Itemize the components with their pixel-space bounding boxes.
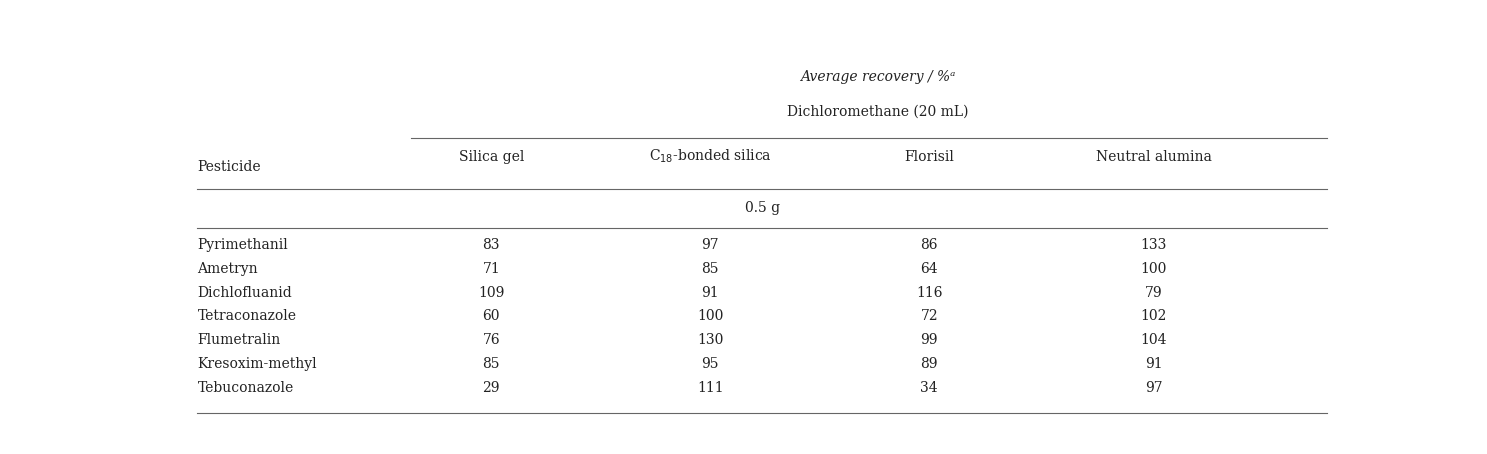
Text: Dichloromethane (20 mL): Dichloromethane (20 mL) — [787, 105, 968, 119]
Text: 100: 100 — [697, 309, 723, 323]
Text: 71: 71 — [482, 262, 500, 276]
Text: 97: 97 — [1145, 380, 1163, 395]
Text: 91: 91 — [1145, 357, 1163, 371]
Text: 91: 91 — [702, 286, 720, 300]
Text: C$_{18}$-bonded silica: C$_{18}$-bonded silica — [648, 148, 772, 165]
Text: 95: 95 — [702, 357, 720, 371]
Text: Kresoxim-methyl: Kresoxim-methyl — [198, 357, 317, 371]
Text: 79: 79 — [1145, 286, 1163, 300]
Text: Florisil: Florisil — [904, 150, 955, 164]
Text: 72: 72 — [920, 309, 938, 323]
Text: 85: 85 — [702, 262, 720, 276]
Text: 83: 83 — [482, 238, 500, 252]
Text: Dichlofluanid: Dichlofluanid — [198, 286, 291, 300]
Text: Pesticide: Pesticide — [198, 160, 262, 174]
Text: Neutral alumina: Neutral alumina — [1096, 150, 1212, 164]
Text: 97: 97 — [702, 238, 720, 252]
Text: 111: 111 — [697, 380, 724, 395]
Text: Average recovery / %ᵃ: Average recovery / %ᵃ — [800, 70, 955, 84]
Text: 86: 86 — [920, 238, 938, 252]
Text: 116: 116 — [916, 286, 943, 300]
Text: 85: 85 — [482, 357, 500, 371]
Text: Flumetralin: Flumetralin — [198, 333, 281, 347]
Text: 104: 104 — [1141, 333, 1167, 347]
Text: Pyrimethanil: Pyrimethanil — [198, 238, 288, 252]
Text: Tetraconazole: Tetraconazole — [198, 309, 296, 323]
Text: 133: 133 — [1141, 238, 1167, 252]
Text: 130: 130 — [697, 333, 723, 347]
Text: Tebuconazole: Tebuconazole — [198, 380, 293, 395]
Text: 102: 102 — [1141, 309, 1167, 323]
Text: 60: 60 — [482, 309, 500, 323]
Text: 109: 109 — [479, 286, 504, 300]
Text: 76: 76 — [482, 333, 500, 347]
Text: 100: 100 — [1141, 262, 1167, 276]
Text: 29: 29 — [482, 380, 500, 395]
Text: Silica gel: Silica gel — [458, 150, 523, 164]
Text: 89: 89 — [920, 357, 938, 371]
Text: 64: 64 — [920, 262, 938, 276]
Text: Ametryn: Ametryn — [198, 262, 259, 276]
Text: 34: 34 — [920, 380, 938, 395]
Text: 0.5 g: 0.5 g — [745, 201, 779, 215]
Text: 99: 99 — [920, 333, 938, 347]
